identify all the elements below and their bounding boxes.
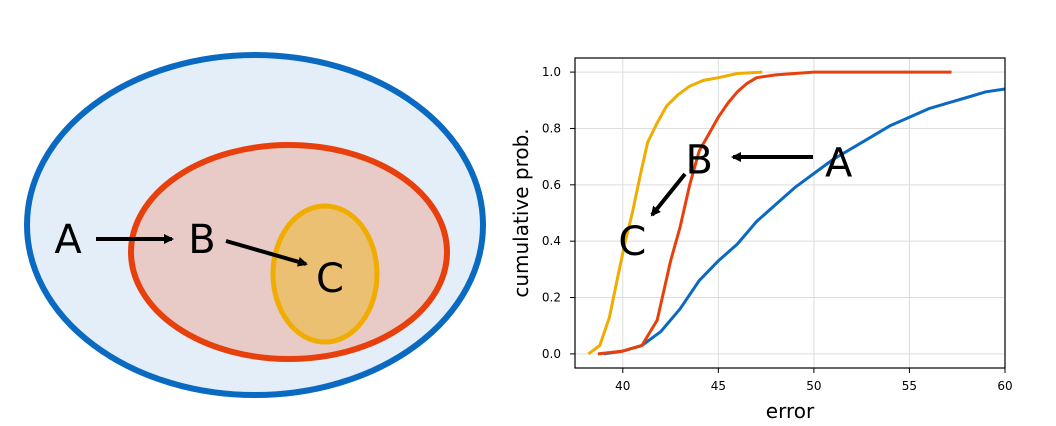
chart-annotations: A BC <box>618 137 853 265</box>
y-tick-label: 0.6 <box>542 178 561 192</box>
plot-area <box>575 58 1005 368</box>
y-tick-label: 0.0 <box>542 347 561 361</box>
x-axis-title: error <box>766 399 815 423</box>
set-diagram: A B C <box>24 52 486 398</box>
x-tick-label: 60 <box>997 379 1012 393</box>
x-tick-label: 50 <box>806 379 821 393</box>
y-tick-label: 1.0 <box>542 65 561 79</box>
series-line-b <box>597 70 952 356</box>
x-tick-label: 55 <box>902 379 917 393</box>
chart-label-a: A <box>825 140 853 186</box>
chart-label-b: B <box>685 137 712 183</box>
series-line-c <box>587 70 763 356</box>
y-axis-title: cumulative prob. <box>509 128 533 297</box>
cdf-chart: 40 45 50 55 60 0.0 0.2 0.4 0.6 0.8 1.0 error cumul… <box>509 57 1013 423</box>
y-tick-label: 0.2 <box>542 291 561 305</box>
x-tick-label: 40 <box>615 379 630 393</box>
curves <box>587 70 1006 356</box>
y-tick-label: 0.8 <box>542 121 561 135</box>
x-tick-label: 45 <box>711 379 726 393</box>
arrow-b-to-c <box>225 239 308 267</box>
chart-label-c: C <box>618 219 646 265</box>
inner-set-c <box>270 203 380 345</box>
ticks: 40 45 50 55 60 0.0 0.2 0.4 0.6 0.8 1.0 <box>542 65 1013 393</box>
diagram-label-a: A <box>54 217 82 263</box>
chart-arrow-b-to-c <box>650 172 687 217</box>
diagram-label-c: C <box>316 256 344 302</box>
y-tick-label: 0.4 <box>542 234 561 248</box>
series-line-a <box>603 87 1006 356</box>
diagram-label-b: B <box>188 217 215 263</box>
plot-frame <box>574 57 1006 369</box>
